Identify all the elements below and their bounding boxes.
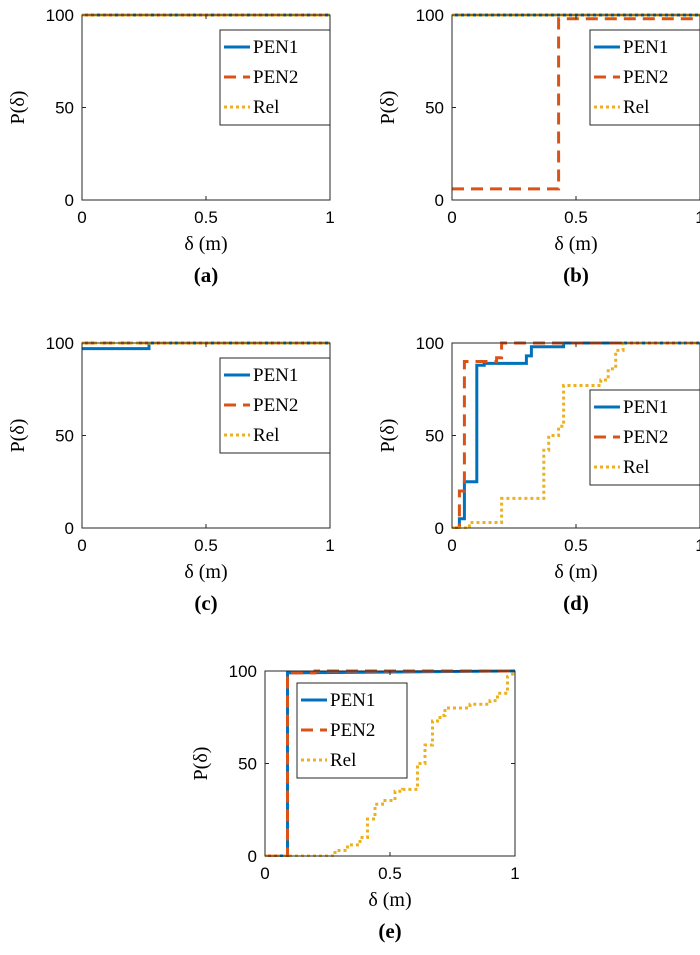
y-tick-label: 0 (435, 191, 444, 210)
panel-label: (c) (194, 591, 217, 615)
x-tick-label: 0 (447, 208, 456, 227)
panel-b: 0 50 100 0 0.5 1 δ (m) P(δ) (b) PEN1 PEN2 Rel (377, 6, 700, 287)
series-line-pen1 (452, 341, 700, 529)
y-axis-label: P(δ) (7, 419, 29, 453)
y-tick-label: 0 (435, 519, 444, 538)
panel-e: 0 50 100 0 0.5 1 δ (m) P(δ) (e) PEN1 PEN2 Rel (190, 662, 520, 943)
x-axis-label: δ (m) (368, 889, 411, 911)
y-tick-label: 0 (65, 519, 74, 538)
x-axis-label: δ (m) (184, 561, 227, 583)
legend-label-rel: Rel (623, 97, 649, 118)
x-tick-label: 1 (695, 208, 700, 227)
panel-d: 0 50 100 0 0.5 1 δ (m) P(δ) (d) PEN1 PEN2 Rel (377, 334, 700, 615)
panel-label: (d) (563, 591, 589, 615)
y-tick-label: 100 (416, 334, 444, 353)
legend-label-pen1: PEN1 (330, 690, 375, 711)
legend: PEN1 PEN2 Rel (589, 389, 700, 486)
panel-label: (a) (194, 263, 219, 287)
y-tick-label: 0 (248, 847, 257, 866)
y-tick-label: 0 (65, 191, 74, 210)
panel-c: 0 50 100 0 0.5 1 δ (m) P(δ) (c) PEN1 PEN2 Rel (7, 334, 335, 615)
legend-label-pen1: PEN1 (253, 365, 298, 386)
x-tick-label: 0.5 (378, 864, 402, 883)
x-tick-label: 1 (510, 864, 519, 883)
legend-label-pen2: PEN2 (623, 427, 668, 448)
x-tick-label: 0 (77, 536, 86, 555)
y-tick-label: 50 (238, 755, 257, 774)
legend-label-pen2: PEN2 (253, 395, 298, 416)
legend-label-pen1: PEN1 (623, 37, 668, 58)
x-tick-label: 0 (260, 864, 269, 883)
series-line-pen2 (452, 341, 700, 529)
y-tick-label: 50 (425, 427, 444, 446)
panel-label: (e) (378, 919, 401, 943)
legend-label-rel: Rel (623, 457, 649, 478)
legend: PEN1 PEN2 Rel (219, 29, 331, 126)
y-tick-label: 50 (55, 99, 74, 118)
legend: PEN1 PEN2 Rel (296, 682, 408, 779)
legend-label-rel: Rel (253, 97, 279, 118)
y-tick-label: 100 (229, 662, 257, 681)
x-tick-label: 0.5 (194, 536, 218, 555)
legend-label-pen2: PEN2 (253, 67, 298, 88)
y-tick-label: 50 (55, 427, 74, 446)
y-tick-label: 100 (416, 6, 444, 25)
legend: PEN1 PEN2 Rel (589, 29, 700, 126)
x-tick-label: 0.5 (564, 208, 588, 227)
x-tick-label: 0.5 (194, 208, 218, 227)
y-axis-label: P(δ) (190, 747, 212, 781)
legend: PEN1 PEN2 Rel (219, 357, 331, 454)
panel-a: 0 50 100 0 0.5 1 δ (m) P(δ) (a) PEN1 PEN2 Rel (7, 6, 335, 287)
y-tick-label: 50 (425, 99, 444, 118)
y-tick-label: 100 (46, 334, 74, 353)
x-tick-label: 0.5 (564, 536, 588, 555)
legend-label-pen2: PEN2 (623, 67, 668, 88)
x-tick-label: 1 (325, 208, 334, 227)
x-axis-label: δ (m) (554, 233, 597, 255)
x-axis-label: δ (m) (184, 233, 227, 255)
y-axis-label: P(δ) (377, 91, 399, 125)
legend-label-rel: Rel (330, 750, 356, 771)
x-axis-label: δ (m) (554, 561, 597, 583)
series-line-pen2 (452, 17, 700, 191)
legend-label-pen1: PEN1 (253, 37, 298, 58)
x-tick-label: 0 (77, 208, 86, 227)
x-tick-label: 0 (447, 536, 456, 555)
panel-label: (b) (563, 263, 589, 287)
x-tick-label: 1 (695, 536, 700, 555)
x-tick-label: 1 (325, 536, 334, 555)
y-tick-label: 100 (46, 6, 74, 25)
series-line-rel (452, 341, 700, 529)
y-axis-label: P(δ) (377, 419, 399, 453)
y-axis-label: P(δ) (7, 91, 29, 125)
legend-label-pen1: PEN1 (623, 397, 668, 418)
legend-label-pen2: PEN2 (330, 720, 375, 741)
legend-label-rel: Rel (253, 425, 279, 446)
